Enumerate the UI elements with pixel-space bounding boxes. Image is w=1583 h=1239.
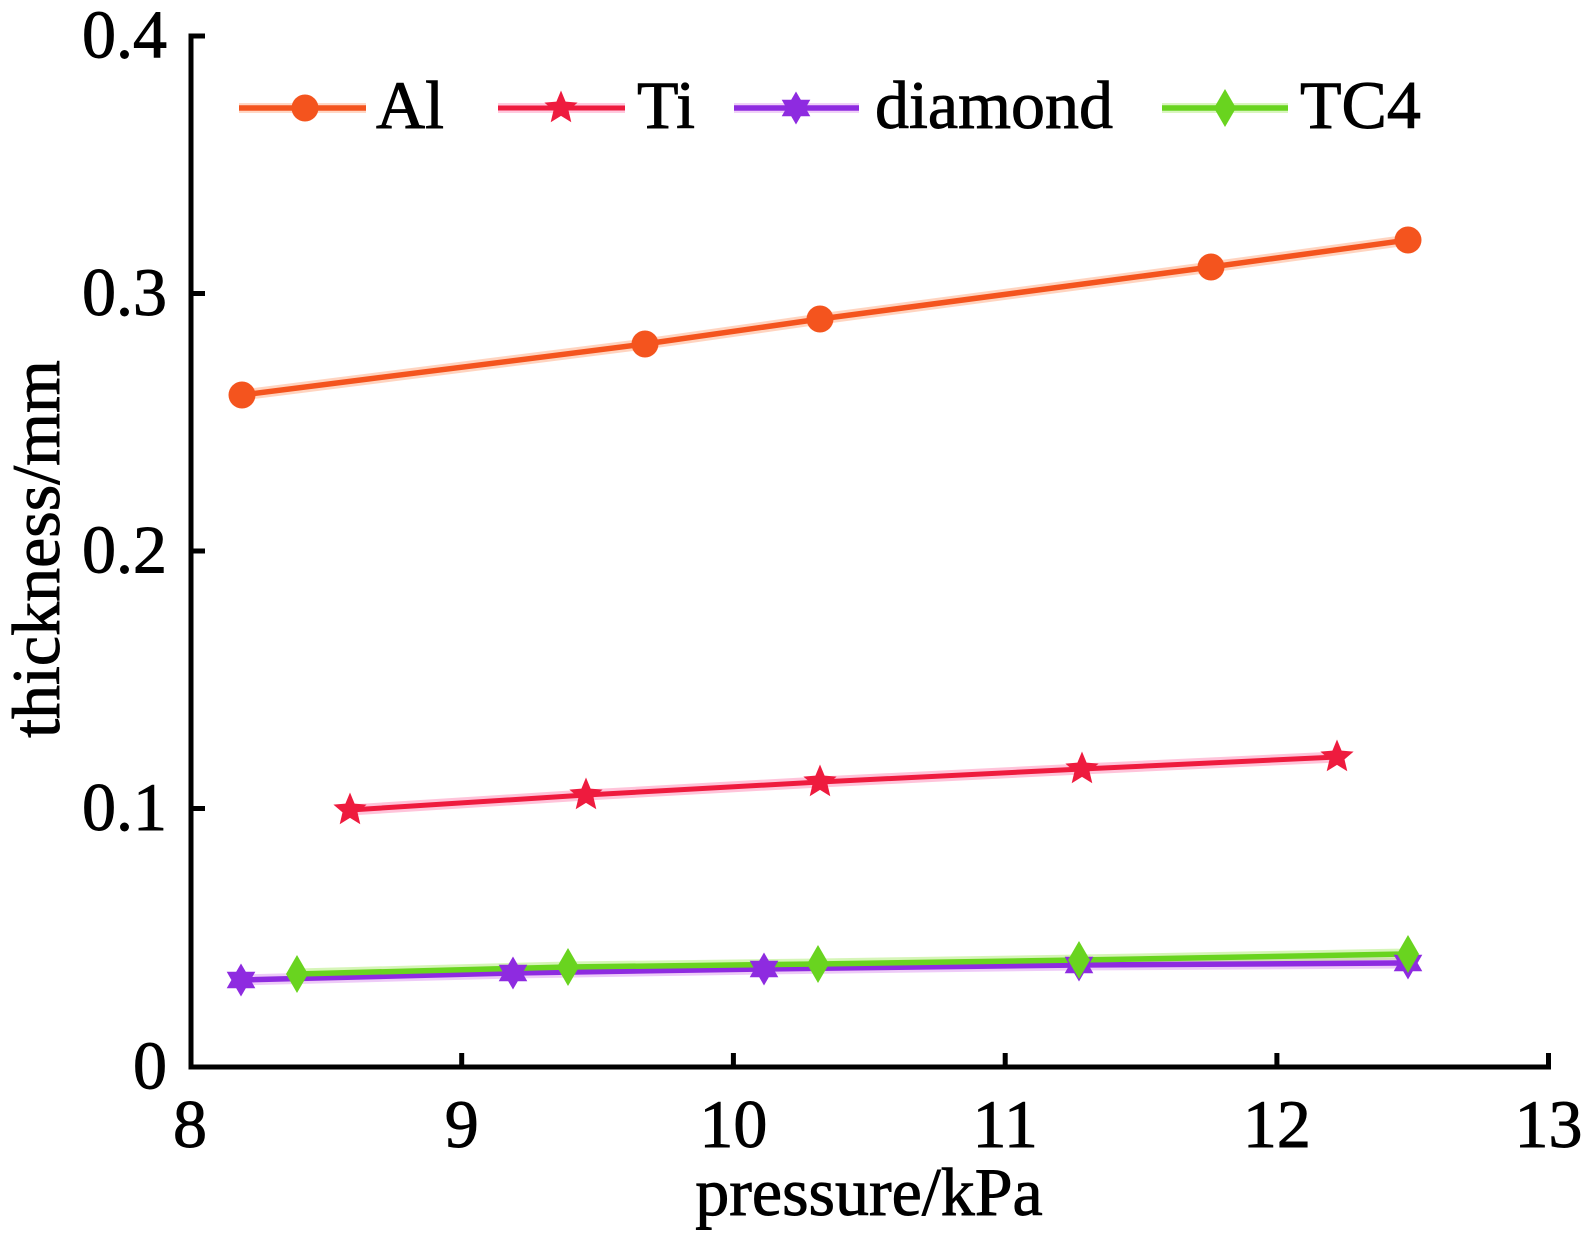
svg-text:0.3: 0.3 [82,254,167,330]
svg-text:11: 11 [972,1086,1037,1162]
svg-text:Ti: Ti [637,67,695,143]
svg-text:12: 12 [1243,1086,1311,1162]
svg-text:9: 9 [445,1086,479,1162]
svg-text:pressure/kPa: pressure/kPa [695,1154,1042,1230]
svg-text:8: 8 [173,1086,207,1162]
svg-text:0.1: 0.1 [82,769,167,845]
svg-text:10: 10 [699,1086,767,1162]
svg-text:0.4: 0.4 [82,0,167,73]
svg-text:diamond: diamond [875,67,1113,143]
svg-text:0.2: 0.2 [82,512,167,588]
svg-text:13: 13 [1515,1086,1583,1162]
svg-text:Al: Al [376,67,444,143]
svg-text:TC4: TC4 [1300,67,1421,143]
svg-text:0: 0 [133,1028,167,1104]
svg-text:thickness/mm: thickness/mm [0,360,74,738]
